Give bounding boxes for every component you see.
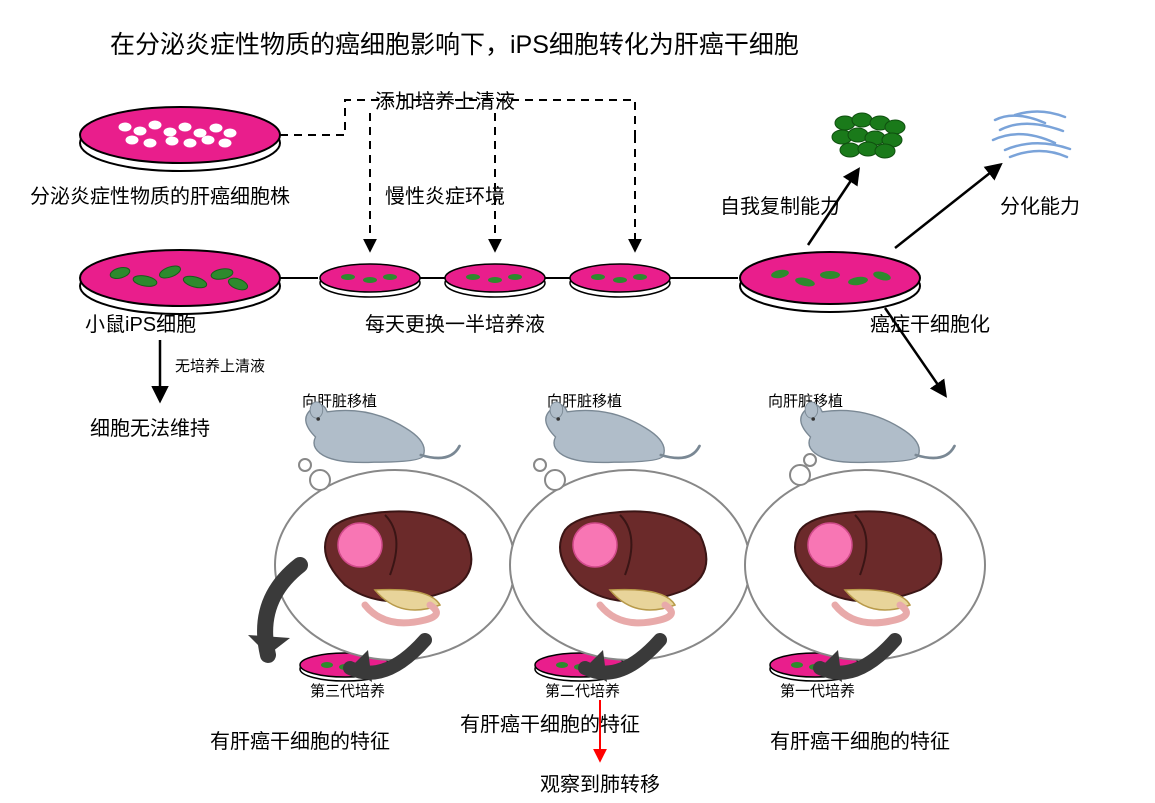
green-cluster-icon xyxy=(832,113,905,158)
mouse-1 xyxy=(306,402,460,463)
dashed-flow xyxy=(280,100,635,135)
bubble-2 xyxy=(510,459,750,660)
bubble-1 xyxy=(275,459,515,660)
arrow-to-liver-transplant xyxy=(885,308,945,395)
dish-cancer-cell-line xyxy=(80,107,280,171)
dish-ips xyxy=(80,250,280,314)
blue-fiber-icon xyxy=(993,111,1070,157)
mouse-3 xyxy=(801,402,955,463)
mouse-2 xyxy=(546,402,700,463)
arrow-to-self-renewal xyxy=(808,170,858,245)
bubble-3 xyxy=(745,454,985,660)
arrow-to-differentiation xyxy=(895,165,1000,248)
dish-csc xyxy=(740,252,920,312)
diagram-canvas xyxy=(0,0,1155,803)
dish-small-3 xyxy=(570,264,670,297)
dish-small-2 xyxy=(445,264,545,297)
dish-small-1 xyxy=(320,264,420,297)
